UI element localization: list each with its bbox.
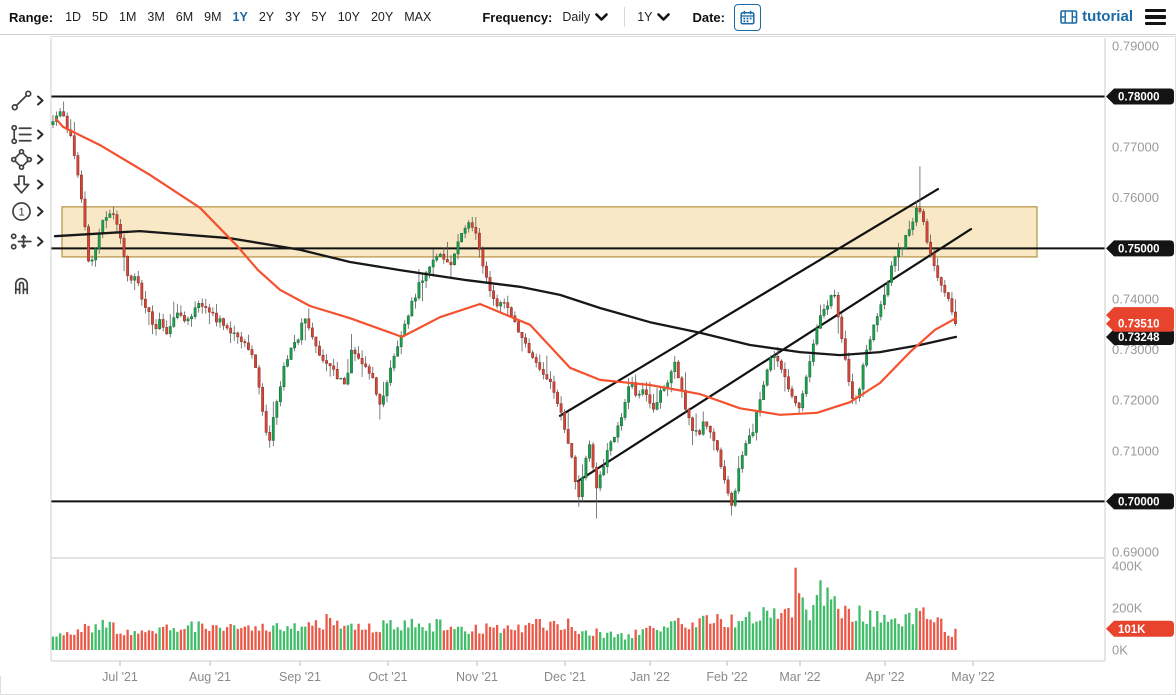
range-option-5d[interactable]: 5D xyxy=(92,10,109,24)
divider xyxy=(624,7,626,27)
x-axis-label: Sep '21 xyxy=(279,670,321,684)
range-option-3y[interactable]: 3Y xyxy=(285,10,301,24)
calendar-icon xyxy=(740,10,755,25)
price-tag: 0.78000 xyxy=(1106,88,1174,105)
fibonacci-tool-icon xyxy=(11,124,32,145)
y-axis-label: 0.74000 xyxy=(1112,291,1159,306)
frequency-label: Frequency: xyxy=(482,9,553,25)
ma-slow-line[interactable] xyxy=(53,229,958,357)
svg-text:1: 1 xyxy=(18,206,24,218)
brand-logo[interactable]: tutorial xyxy=(1060,8,1133,25)
x-axis-label: Apr '22 xyxy=(865,670,904,684)
volume-axis-label: 0K xyxy=(1112,643,1128,658)
x-axis-label: Feb '22 xyxy=(706,670,747,684)
x-axis-label: Aug '21 xyxy=(189,670,231,684)
price-tag: 0.73510 xyxy=(1106,315,1174,332)
range-option-1m[interactable]: 1M xyxy=(119,10,137,24)
range-option-max[interactable]: MAX xyxy=(404,10,432,24)
topbar: Range: 1D 5D 1M 3M 6M 9M 1Y 2Y 3Y 5Y 10Y 20Y MAX Fre… xyxy=(0,0,1176,35)
measure-tool-icon xyxy=(10,233,32,250)
range-options: 1D 5D 1M 3M 6M 9M 1Y 2Y 3Y 5Y 10Y 20Y MAX xyxy=(65,10,442,24)
chevron-down-icon[interactable] xyxy=(595,12,608,22)
price-tag: 0.75000 xyxy=(1106,240,1174,257)
chevron-right-icon[interactable] xyxy=(37,179,44,190)
svg-text:0.75000: 0.75000 xyxy=(1118,243,1160,255)
x-axis-label: Jan '22 xyxy=(630,670,670,684)
range-option-2y[interactable]: 2Y xyxy=(258,10,275,24)
supply-zone[interactable] xyxy=(61,206,1038,258)
ma-fast-line[interactable] xyxy=(54,117,958,416)
svg-text:101K: 101K xyxy=(1118,624,1146,636)
arrow-tool-icon xyxy=(13,175,30,194)
magnet-tool-icon xyxy=(14,277,29,295)
x-axis-label: Mar '22 xyxy=(779,670,820,684)
chevron-right-icon[interactable] xyxy=(37,154,44,165)
annotation-tool[interactable]: 1 xyxy=(9,199,44,224)
y-axis-label: 0.73000 xyxy=(1112,342,1159,357)
chevron-right-icon[interactable] xyxy=(37,236,44,247)
chart-frame xyxy=(0,36,1176,695)
volume-series xyxy=(51,567,957,650)
x-axis-label: Oct '21 xyxy=(368,670,407,684)
arrow-tool[interactable] xyxy=(9,172,44,197)
y-axis-label: 0.79000 xyxy=(1112,38,1159,53)
range-option-20y[interactable]: 20Y xyxy=(370,10,394,24)
svg-text:0.73510: 0.73510 xyxy=(1118,319,1160,331)
menu-icon xyxy=(1145,8,1166,12)
tutorial-logo-icon xyxy=(1060,10,1078,24)
trendline-tool-icon xyxy=(11,90,32,111)
candlestick-series xyxy=(51,111,957,506)
price-tag: 0.73248 xyxy=(1106,328,1174,345)
range-label: Range: xyxy=(9,9,54,25)
frequency-dropdown[interactable]: Daily xyxy=(562,10,591,24)
range-option-1d[interactable]: 1D xyxy=(65,10,82,24)
drawing-toolbar: 1 xyxy=(0,36,50,676)
annotation-tool-icon: 1 xyxy=(12,202,31,221)
y-axis-label: 0.69000 xyxy=(1112,544,1159,559)
chevron-right-icon[interactable] xyxy=(37,206,44,217)
range-option-6m[interactable]: 6M xyxy=(175,10,194,24)
y-axis-label: 0.76000 xyxy=(1112,190,1159,205)
volume-tag: 101K xyxy=(1106,620,1174,637)
date-label: Date: xyxy=(692,9,725,25)
trend-line[interactable] xyxy=(558,188,940,417)
volume-axis-label: 400K xyxy=(1112,559,1143,574)
x-axis-label: May '22 xyxy=(951,670,994,684)
range-option-9m[interactable]: 9M xyxy=(204,10,222,24)
range-option-5y[interactable]: 5Y xyxy=(311,10,327,24)
magnet-tool[interactable] xyxy=(9,272,34,297)
brand-name: tutorial xyxy=(1082,8,1133,26)
shapes-tool[interactable] xyxy=(9,147,44,172)
x-axis-label: Jul '21 xyxy=(102,670,138,684)
period-dropdown[interactable]: 1Y xyxy=(637,10,653,24)
svg-text:0.78000: 0.78000 xyxy=(1118,92,1160,104)
fibonacci-tool[interactable] xyxy=(9,122,44,147)
svg-text:0.70000: 0.70000 xyxy=(1118,496,1160,508)
price-tag: 0.70000 xyxy=(1106,493,1174,510)
trendline-tool[interactable] xyxy=(9,88,44,113)
y-axis-label: 0.71000 xyxy=(1112,443,1159,458)
menu-button[interactable] xyxy=(1145,7,1166,27)
x-axis-label: Nov '21 xyxy=(456,670,498,684)
svg-text:0.73248: 0.73248 xyxy=(1118,332,1160,344)
range-option-10y[interactable]: 10Y xyxy=(337,10,360,24)
volume-axis-label: 200K xyxy=(1112,601,1143,616)
date-picker-button[interactable] xyxy=(734,3,761,31)
chevron-right-icon[interactable] xyxy=(37,129,44,140)
x-axis-label: Dec '21 xyxy=(544,670,586,684)
shapes-tool-icon xyxy=(10,148,33,171)
range-option-1y[interactable]: 1Y xyxy=(232,10,248,24)
chevron-right-icon[interactable] xyxy=(37,95,44,106)
measure-tool[interactable] xyxy=(9,229,44,254)
y-axis-label: 0.77000 xyxy=(1112,140,1159,155)
y-axis-label: 0.72000 xyxy=(1112,393,1159,408)
chevron-down-icon[interactable] xyxy=(657,12,671,22)
range-option-3m[interactable]: 3M xyxy=(147,10,165,24)
